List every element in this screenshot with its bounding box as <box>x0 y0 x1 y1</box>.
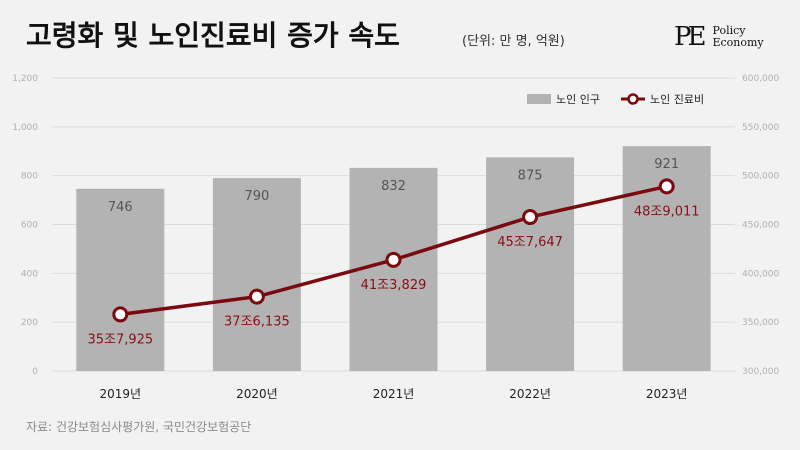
bar <box>486 157 575 371</box>
bar-value-label: 875 <box>518 168 543 183</box>
bar-value-label: 832 <box>381 179 406 194</box>
line-point <box>112 306 129 323</box>
line-value-label: 37조6,135 <box>224 315 290 330</box>
line-point <box>658 178 675 195</box>
bar <box>212 178 301 371</box>
x-tick-label: 2020년 <box>236 387 278 401</box>
y-right-tick-label: 500,000 <box>742 172 779 182</box>
bar-value-label: 746 <box>108 200 133 215</box>
y-left-tick-label: 0 <box>32 367 38 377</box>
y-right-tick-label: 400,000 <box>742 269 779 279</box>
y-right-tick-label: 350,000 <box>742 318 779 328</box>
line-value-label: 41조3,829 <box>361 278 427 293</box>
y-left-tick-label: 1,000 <box>12 123 38 133</box>
legend-swatch-marker <box>627 93 639 105</box>
publisher-logo: PE Policy Economy <box>674 22 764 52</box>
y-right-tick-label: 450,000 <box>742 221 779 231</box>
x-tick-label: 2023년 <box>646 387 688 401</box>
bar-value-label: 790 <box>244 189 269 204</box>
logo-line-2: Economy <box>712 36 764 49</box>
legend-label-line: 노인 진료비 <box>650 93 704 106</box>
legend-swatch-bar <box>527 94 551 104</box>
line-point <box>385 251 402 268</box>
y-right-tick-label: 550,000 <box>742 123 779 133</box>
logo-text: Policy Economy <box>712 25 763 49</box>
legend-label-bar: 노인 인구 <box>556 93 600 106</box>
y-right-tick-label: 600,000 <box>742 74 779 84</box>
bar <box>76 188 165 371</box>
line-value-label: 45조7,647 <box>497 235 563 250</box>
logo-mark: PE <box>674 22 707 52</box>
line-point <box>248 288 265 305</box>
logo-line-1: Policy <box>712 24 746 37</box>
y-left-tick-label: 400 <box>21 269 38 279</box>
y-left-tick-label: 200 <box>21 318 38 328</box>
y-left-tick-label: 600 <box>21 221 38 231</box>
y-left-tick-label: 1,200 <box>12 74 38 84</box>
source-note: 자료: 건강보험심사평가원, 국민건강보험공단 <box>26 420 252 434</box>
x-tick-label: 2022년 <box>509 387 551 401</box>
chart-title: 고령화 및 노인진료비 증가 속도 <box>26 19 400 52</box>
bar-value-label: 921 <box>654 157 679 172</box>
unit-label: (단위: 만 명, 억원) <box>462 34 565 49</box>
x-tick-label: 2019년 <box>100 387 142 401</box>
line-point <box>522 209 539 226</box>
y-right-tick-label: 300,000 <box>742 367 779 377</box>
line-value-label: 35조7,925 <box>87 332 153 347</box>
x-tick-label: 2021년 <box>373 387 415 401</box>
line-value-label: 48조9,011 <box>634 204 700 219</box>
y-left-tick-label: 800 <box>21 172 38 182</box>
